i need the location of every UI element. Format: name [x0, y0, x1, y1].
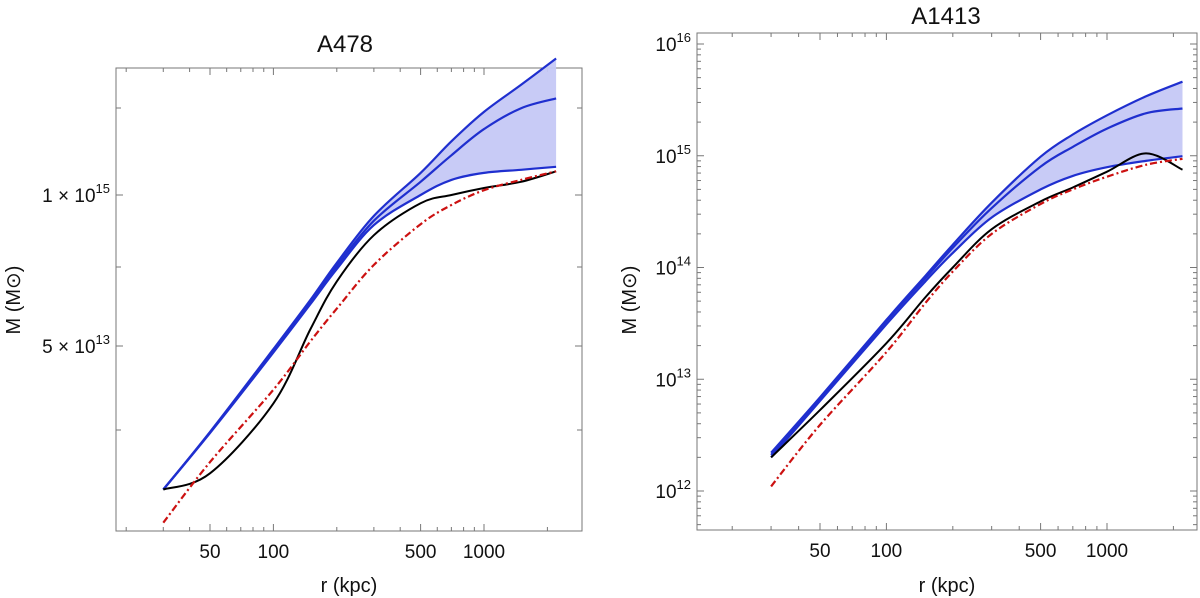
series-line-5 [162, 170, 557, 524]
series-line-3 [162, 165, 557, 491]
y-tick-label: 1016 [655, 30, 691, 56]
x-tick-label: 1000 [463, 542, 505, 563]
plot-frame [696, 32, 1198, 531]
plot-frame [115, 67, 583, 532]
series-line-4 [162, 170, 557, 491]
series-line-3 [770, 155, 1183, 459]
series-line-4 [770, 152, 1183, 459]
x-tick-label: 1000 [1086, 541, 1128, 562]
series-line-2 [770, 107, 1183, 456]
uncertainty-band [163, 58, 557, 490]
chart-panel-1: A478 50 100 500 1000 1 × 1015 5 × 1013 r (kpc) M… [3, 31, 583, 597]
x-axis-label: r (kpc) [919, 575, 976, 597]
y-tick-label: 5 × 1013 [42, 332, 110, 358]
uncertainty-band [771, 81, 1183, 458]
y-tick-label: 1014 [655, 254, 691, 280]
x-tick-label: 100 [871, 541, 903, 562]
y-axis-label: M (M⊙) [3, 266, 25, 335]
y-tick-label: 1015 [655, 142, 691, 168]
x-tick-label: 50 [809, 541, 830, 562]
x-tick-label: 500 [405, 542, 437, 563]
series-line-5 [770, 157, 1183, 488]
y-tick-label: 1 × 1015 [42, 181, 110, 207]
chart-panel-2: A1413 50 100 500 1000 1012 1013 1014 1015 1016 r (… [619, 3, 1198, 597]
x-tick-label: 500 [1025, 541, 1057, 562]
x-tick-label: 50 [199, 542, 220, 563]
x-axis-label: r (kpc) [321, 575, 378, 597]
chart-title: A478 [317, 31, 373, 58]
y-tick-label: 1012 [655, 477, 691, 503]
y-axis-label: M (M⊙) [619, 266, 641, 335]
y-tick-label: 1013 [655, 365, 691, 391]
x-tick-label: 100 [258, 542, 290, 563]
chart-title: A1413 [911, 3, 980, 30]
